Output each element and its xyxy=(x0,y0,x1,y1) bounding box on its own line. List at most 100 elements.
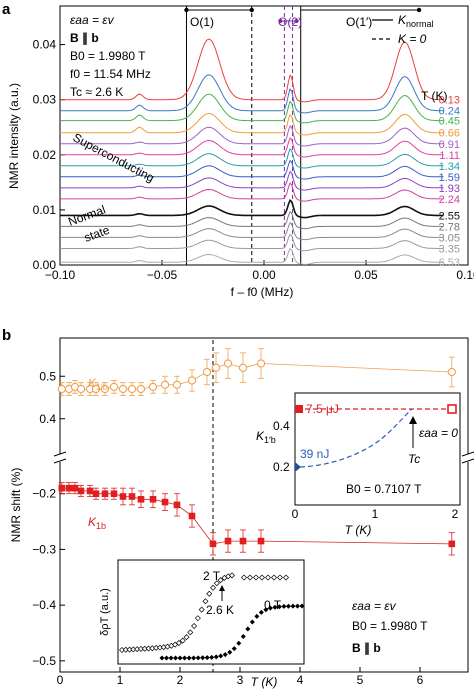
spectrum-line xyxy=(60,247,444,265)
inset-open-diamond xyxy=(229,572,235,579)
k1prime-point xyxy=(76,384,86,394)
inset-filled-diamond xyxy=(177,655,183,661)
axis-break-mark xyxy=(461,451,474,457)
b-ytick-label: 0.5 xyxy=(39,369,56,383)
inset-filled-diamond xyxy=(276,604,282,610)
inset-open-diamond xyxy=(210,584,217,591)
k1prime-point xyxy=(148,382,158,392)
a-xtick-label: 0.10 xyxy=(456,268,474,282)
k1b-point xyxy=(448,540,456,548)
tc-label-a: Tc ≈ 2.6 K xyxy=(70,85,123,99)
inset-right-eps-zero: εaa = 0 xyxy=(419,426,458,440)
inset-open-diamond xyxy=(277,574,283,581)
k1b-point xyxy=(86,487,94,495)
spectrum-line xyxy=(60,38,444,103)
inset-right-ytick-04: 0.4 xyxy=(273,419,290,433)
inset-open-diamond xyxy=(217,577,224,584)
temperature-label: 1.11 xyxy=(439,150,460,162)
inset-filled-diamond xyxy=(285,603,291,609)
inset-open-diamond xyxy=(213,580,220,587)
spectrum-line xyxy=(60,93,444,124)
inset-filled-diamond xyxy=(182,655,188,661)
legend-solid-label: Knormal xyxy=(398,13,434,29)
inset-left-arrowhead xyxy=(219,585,225,591)
a-ytick-label: 0.01 xyxy=(33,203,57,217)
inset-filled-diamond xyxy=(249,619,255,625)
peak-label-o1: O(1) xyxy=(190,15,214,29)
b-ytick-label: −0.3 xyxy=(32,542,56,556)
inset-filled-diamond xyxy=(200,655,206,661)
o1prime-bracket-dot xyxy=(416,7,422,13)
k1b-point xyxy=(149,495,157,503)
inset-right-xlabel: T (K) xyxy=(345,523,372,537)
inset-open-diamond xyxy=(175,640,182,647)
k1b-point xyxy=(239,537,247,545)
inset-right-point-end xyxy=(447,404,457,414)
k1b-point xyxy=(58,484,66,492)
panel-b-frame xyxy=(59,337,469,673)
o1-bracket-dot xyxy=(184,7,189,13)
temperature-label: 0.24 xyxy=(439,106,460,118)
inset-filled-diamond xyxy=(191,655,197,661)
k1b-point xyxy=(173,501,181,509)
legend-temp-header: T (K) xyxy=(421,89,447,103)
b-ytick-label: −0.4 xyxy=(32,598,56,612)
axis-break-mark xyxy=(461,458,474,464)
inset-filled-diamond xyxy=(204,655,210,661)
axis-break-gap xyxy=(54,454,66,462)
inset-open-diamond xyxy=(283,574,289,581)
inset-filled-diamond xyxy=(209,654,215,660)
panel-a-xlabel: f – f0 (MHz) xyxy=(231,285,294,299)
inset-filled-diamond xyxy=(299,603,305,609)
panel-b-series xyxy=(57,348,456,556)
k1prime-point xyxy=(447,367,456,377)
peak-label-o2: O(2) xyxy=(278,15,302,29)
b-xtick-label: 5 xyxy=(357,673,364,687)
k1b-point xyxy=(65,484,73,492)
inset-right-frame xyxy=(294,392,461,506)
spectrum-line xyxy=(60,182,444,202)
k1b-point xyxy=(128,493,136,500)
inset-open-diamond xyxy=(198,606,205,613)
k1b-point xyxy=(92,490,100,498)
k1prime-point xyxy=(57,384,66,394)
k1prime-point xyxy=(118,384,128,394)
inset-right-xtick-0: 0 xyxy=(292,507,299,521)
k1b-point xyxy=(101,490,109,498)
panel-a-label: a xyxy=(2,1,11,18)
inset-right-label-7-5uj: 7.5 μJ xyxy=(306,402,339,416)
spectrum-line xyxy=(60,233,444,252)
temperature-label: 2.55 xyxy=(439,210,460,222)
k1prime-point xyxy=(160,380,170,389)
a-xtick-label: 0.00 xyxy=(252,268,276,282)
inset-right-label-39nj: 39 nJ xyxy=(300,447,329,461)
legend-dashed-label: K = 0 xyxy=(398,32,427,46)
spectrum-line xyxy=(60,137,444,158)
k1prime-point xyxy=(256,359,266,368)
inset-filled-diamond xyxy=(227,649,233,655)
k1prime-point xyxy=(100,384,110,394)
temperature-label: 2.78 xyxy=(439,221,460,233)
k1b-point xyxy=(110,490,118,498)
temperature-label: 3.05 xyxy=(439,232,460,244)
k1b-label: K1b xyxy=(88,515,106,531)
temperature-label: 6.53 xyxy=(439,257,460,269)
inset-right-point-7-5uj xyxy=(295,405,303,413)
b-ytick-label: −0.5 xyxy=(32,654,56,668)
k1b-point xyxy=(209,540,217,548)
panel-b-xlabel: T (K) xyxy=(251,675,278,689)
inset-filled-diamond xyxy=(164,655,170,661)
spectrum-line xyxy=(60,198,444,219)
inset-filled-diamond xyxy=(168,655,174,661)
temperature-label: 0.45 xyxy=(439,116,460,128)
f0-label: f0 = 11.54 MHz xyxy=(70,67,151,81)
k1b-point xyxy=(137,495,145,503)
k1prime-point xyxy=(109,382,119,392)
b0-label-a: B0 = 1.9980 T xyxy=(70,49,146,63)
spectrum-line xyxy=(60,159,444,180)
inset-right-xtick-1: 1 xyxy=(372,507,379,521)
inset-left: 2 T 0 T 2.6 K δρT (a.u.) xyxy=(99,559,305,665)
inset-right-b0: B0 = 0.7107 T xyxy=(346,482,422,496)
field-direction-a: B ∥ b xyxy=(70,31,99,45)
axis-break-mark xyxy=(53,458,67,464)
